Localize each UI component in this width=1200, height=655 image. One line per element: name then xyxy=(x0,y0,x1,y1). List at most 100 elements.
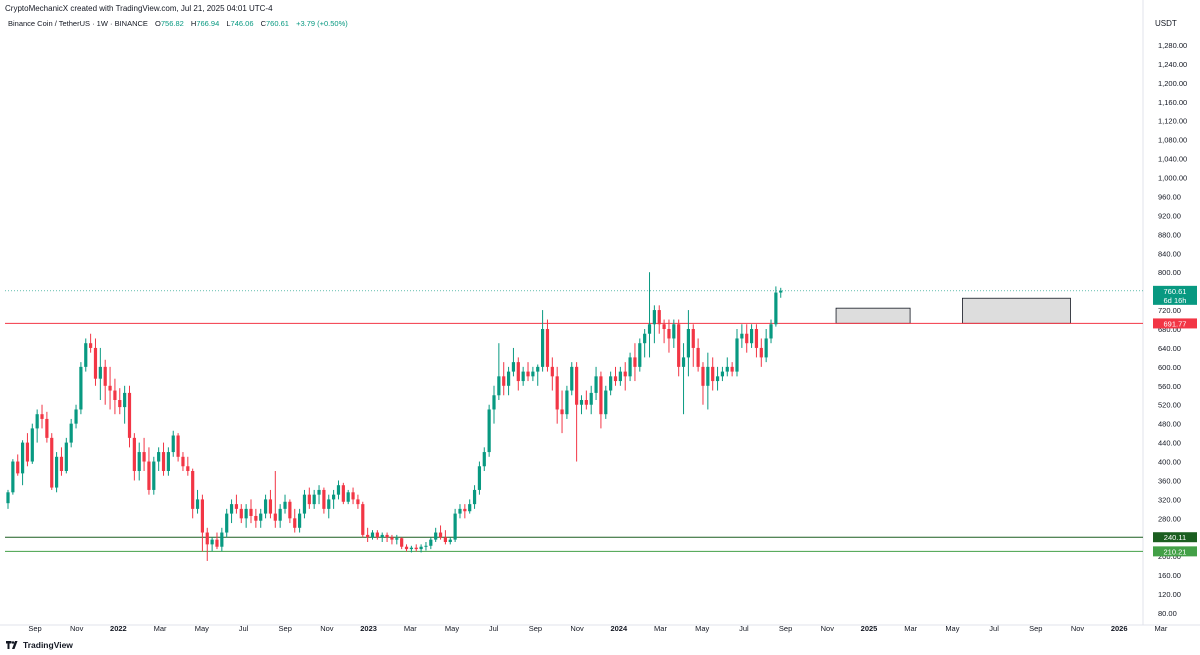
candle-body[interactable] xyxy=(701,366,705,386)
candle-body[interactable] xyxy=(55,456,59,488)
candle-body[interactable] xyxy=(677,324,681,367)
candle-body[interactable] xyxy=(11,461,15,493)
candle-body[interactable] xyxy=(647,324,652,334)
tradingview-brand[interactable]: TradingView xyxy=(6,640,73,650)
candle-body[interactable] xyxy=(536,366,540,372)
candle-body[interactable] xyxy=(220,532,224,547)
candle-body[interactable] xyxy=(166,452,170,471)
candle-body[interactable] xyxy=(142,452,146,462)
candle-body[interactable] xyxy=(25,442,30,462)
candle-body[interactable] xyxy=(570,366,574,391)
candle-body[interactable] xyxy=(268,499,273,514)
candle-body[interactable] xyxy=(161,452,166,471)
candle-body[interactable] xyxy=(341,485,345,502)
candle-body[interactable] xyxy=(103,366,107,386)
candle-body[interactable] xyxy=(472,489,477,505)
candle-body[interactable] xyxy=(672,324,676,339)
candle-body[interactable] xyxy=(502,376,506,386)
candle-body[interactable] xyxy=(307,494,311,505)
candle-body[interactable] xyxy=(711,366,715,382)
candle-body[interactable] xyxy=(764,338,768,358)
candle-body[interactable] xyxy=(526,371,530,377)
candle-body[interactable] xyxy=(322,489,326,509)
candle-body[interactable] xyxy=(468,504,472,512)
candle-body[interactable] xyxy=(283,501,287,509)
candle-body[interactable] xyxy=(604,390,608,415)
candle-body[interactable] xyxy=(336,485,341,495)
candle-body[interactable] xyxy=(633,357,637,367)
candle-body[interactable] xyxy=(64,442,68,471)
candle-body[interactable] xyxy=(745,333,749,344)
candle-body[interactable] xyxy=(98,366,102,379)
candle-body[interactable] xyxy=(118,400,122,408)
candle-body[interactable] xyxy=(779,290,783,293)
candle-body[interactable] xyxy=(385,534,389,538)
candle-body[interactable] xyxy=(191,471,195,509)
candle-body[interactable] xyxy=(108,385,112,391)
candle-body[interactable] xyxy=(667,329,671,339)
candle-body[interactable] xyxy=(132,437,136,471)
candle-body[interactable] xyxy=(302,494,307,514)
candle-body[interactable] xyxy=(759,347,763,358)
candle-body[interactable] xyxy=(434,532,438,540)
candle-body[interactable] xyxy=(511,362,516,372)
candle-body[interactable] xyxy=(195,499,200,509)
candle-body[interactable] xyxy=(429,539,433,546)
candle-body[interactable] xyxy=(541,329,545,367)
candle-body[interactable] xyxy=(298,513,302,528)
candle-body[interactable] xyxy=(575,366,579,405)
candle-body[interactable] xyxy=(74,409,78,424)
candle-body[interactable] xyxy=(691,329,695,348)
candle-body[interactable] xyxy=(205,532,209,545)
candle-body[interactable] xyxy=(550,366,554,377)
candle-body[interactable] xyxy=(487,409,491,453)
candle-body[interactable] xyxy=(463,508,467,512)
candle-body[interactable] xyxy=(380,534,384,538)
candle-body[interactable] xyxy=(69,423,73,443)
candle-body[interactable] xyxy=(84,343,88,367)
candle-body[interactable] xyxy=(443,537,447,542)
candle-body[interactable] xyxy=(288,501,292,519)
candle-body[interactable] xyxy=(628,357,632,377)
candle-body[interactable] xyxy=(400,538,404,547)
candle-body[interactable] xyxy=(59,456,64,471)
candle-body[interactable] xyxy=(93,347,98,379)
candle-body[interactable] xyxy=(16,461,20,474)
candle-body[interactable] xyxy=(579,400,584,405)
candle-body[interactable] xyxy=(186,466,190,471)
candle-body[interactable] xyxy=(152,461,156,490)
candle-body[interactable] xyxy=(404,546,409,550)
candle-body[interactable] xyxy=(613,376,618,382)
candle-body[interactable] xyxy=(696,347,700,367)
candle-body[interactable] xyxy=(424,545,428,547)
candle-body[interactable] xyxy=(652,310,656,325)
candle-body[interactable] xyxy=(720,371,725,377)
candle-body[interactable] xyxy=(730,366,734,372)
candle-body[interactable] xyxy=(735,338,739,372)
candle-body[interactable] xyxy=(45,418,49,438)
candle-body[interactable] xyxy=(234,504,239,509)
candle-body[interactable] xyxy=(79,366,83,410)
candle-body[interactable] xyxy=(594,376,598,393)
consolidation-box[interactable] xyxy=(962,297,1071,324)
candle-body[interactable] xyxy=(497,376,501,396)
candle-body[interactable] xyxy=(565,390,569,415)
consolidation-box[interactable] xyxy=(835,307,911,324)
candle-body[interactable] xyxy=(361,504,365,535)
candle-body[interactable] xyxy=(239,508,243,519)
candle-body[interactable] xyxy=(254,515,258,521)
candle-body[interactable] xyxy=(516,362,520,382)
candle-body[interactable] xyxy=(332,494,336,500)
candle-body[interactable] xyxy=(754,329,759,348)
candle-body[interactable] xyxy=(123,392,127,408)
candle-body[interactable] xyxy=(643,333,647,344)
candle-body[interactable] xyxy=(171,435,175,453)
candle-body[interactable] xyxy=(346,492,350,502)
candle-body[interactable] xyxy=(774,292,778,325)
candle-body[interactable] xyxy=(638,343,642,367)
candle-body[interactable] xyxy=(351,492,355,500)
candle-body[interactable] xyxy=(229,504,234,514)
candle-body[interactable] xyxy=(259,513,263,521)
candle-body[interactable] xyxy=(506,371,511,386)
